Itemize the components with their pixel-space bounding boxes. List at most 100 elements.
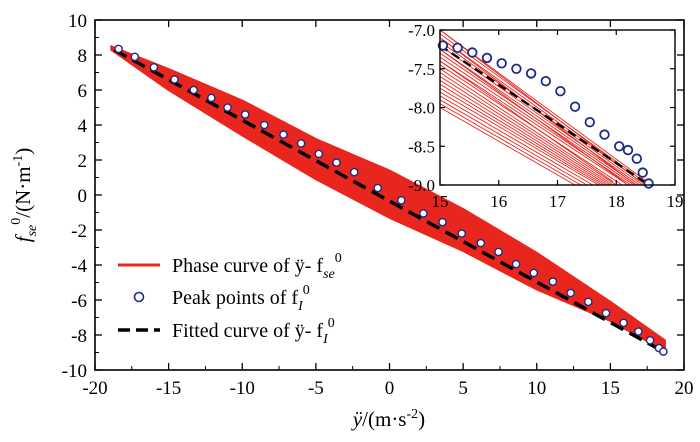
main-peak-points (114, 44, 668, 356)
x-axis-unit-sup: -2 (406, 407, 418, 422)
inset-y-tick-label: -7.0 (408, 21, 435, 40)
legend-phase-label: Phase curve of ÿ- fse0 (172, 251, 342, 282)
inset-peak-point (614, 141, 625, 152)
inset-phase-line (439, 103, 582, 186)
inset-x-tick-label: 15 (432, 192, 449, 211)
inset-phase-line (439, 107, 576, 186)
main-y-tick-label: 0 (78, 186, 88, 207)
inset-phase-line (439, 80, 608, 186)
main-peak-point (349, 167, 359, 177)
main-peak-point (170, 75, 179, 84)
legend-peak-sub: I (297, 299, 304, 314)
main-x-tick-label: 15 (601, 378, 620, 399)
inset-peak-point (496, 58, 507, 69)
y-axis-sup: 0 (9, 218, 24, 225)
main-peak-point (659, 347, 668, 356)
main-peak-point (206, 93, 216, 103)
main-peak-point (566, 288, 575, 298)
inset-y-tick-label: -9.0 (408, 176, 435, 195)
main-peak-point (189, 85, 198, 95)
main-peak-point (548, 277, 558, 286)
inset-phase-line (439, 60, 614, 183)
x-axis-var: ÿ (351, 407, 363, 431)
main-peak-point (419, 209, 428, 218)
main-peak-point (619, 318, 628, 328)
main-peak-point (396, 195, 406, 205)
main-x-tick-label: 5 (458, 378, 468, 399)
y-axis-title: fse0/(N·m-1) (9, 148, 40, 243)
main-y-tick-label: -10 (62, 361, 87, 382)
inset-peak-point (622, 144, 634, 156)
inset-phase-line (439, 49, 638, 186)
legend-phase-text: Phase curve of ÿ- f (172, 255, 323, 277)
inset-phase-line (439, 95, 594, 186)
inset-plot: 15 16 17 18 19 -7.0 -7.5 -8.0 -8.5 -9.0 (408, 21, 683, 211)
y-axis-sub: se (25, 225, 40, 237)
inset-phase-line (439, 91, 599, 186)
inset-x-tick-label: 18 (608, 192, 625, 211)
main-peak-point (114, 44, 123, 54)
inset-phase-line (439, 87, 602, 186)
main-peak-point (314, 149, 324, 159)
main-peak-point (494, 247, 503, 257)
y-axis-unit: /(N·m (11, 166, 35, 217)
main-peak-point (457, 229, 467, 238)
inset-phase-line (439, 49, 626, 184)
main-x-tick-label: -20 (82, 378, 107, 399)
inset-phase-line (439, 76, 611, 186)
inset-peak-point (481, 52, 493, 64)
main-peak-point (130, 52, 140, 62)
inset-phase-line (439, 72, 614, 186)
inset-phase-line (439, 68, 617, 186)
main-y-tick-label: -4 (71, 256, 87, 277)
main-peak-point (601, 308, 611, 318)
inset-phase-line (439, 83, 605, 186)
x-axis-title: ÿ/(m·s-2) (351, 407, 425, 431)
main-y-tick-label: 8 (78, 46, 88, 67)
inset-phase-line (439, 99, 588, 186)
inset-phase-line (439, 45, 640, 186)
main-peak-point (438, 217, 447, 227)
inset-phase-line (439, 37, 646, 186)
main-x-tick-label: -10 (230, 378, 255, 399)
main-x-tick-label: -15 (156, 378, 181, 399)
main-y-tick-label: 10 (68, 11, 87, 32)
inset-peak-point (643, 178, 654, 189)
legend-peak-text: Peak points of f (172, 287, 298, 309)
legend-fitted-sup: 0 (328, 316, 335, 331)
legend-fitted-label: Fitted curve of ÿ- fI0 (172, 316, 335, 347)
inset-phase-line (439, 41, 643, 186)
main-y-tick-label: -6 (71, 291, 87, 312)
inset-y-ticks: -7.0 -7.5 -8.0 -8.5 -9.0 (408, 21, 675, 195)
inset-peak-points (437, 40, 654, 189)
main-peak-point (584, 297, 593, 307)
y-axis-unit-sup: -1 (11, 155, 26, 167)
main-y-tick-label: 4 (78, 116, 88, 137)
main-x-tick-label: 10 (527, 378, 546, 399)
legend: Phase curve of ÿ- fse0 Peak points of fI… (118, 251, 342, 347)
inset-peak-point (584, 116, 596, 128)
main-peak-point (645, 335, 655, 345)
inset-y-tick-label: -8.5 (408, 137, 435, 156)
main-peak-point (529, 268, 539, 278)
legend-fitted-text: Fitted curve of ÿ- f (172, 320, 323, 342)
main-x-tick-label: 20 (675, 378, 694, 399)
legend-peak-sup: 0 (303, 283, 310, 298)
inset-y-tick-label: -7.5 (408, 60, 435, 79)
main-peak-point (240, 110, 250, 119)
inset-phase-line (439, 60, 629, 186)
inset-x-ticks: 15 16 17 18 19 (432, 30, 684, 211)
inset-peak-point (599, 129, 610, 140)
inset-peak-point (631, 153, 643, 164)
inset-peak-point (525, 68, 537, 79)
inset-x-tick-label: 19 (667, 192, 684, 211)
legend-peak-swatch (133, 291, 145, 303)
main-x-tick-label: -5 (308, 378, 324, 399)
inset-peak-point (467, 47, 478, 58)
inset-peak-point (555, 85, 566, 97)
main-y-tick-label: 6 (78, 81, 88, 102)
main-peak-point (149, 63, 159, 72)
main-peak-point (373, 183, 383, 193)
